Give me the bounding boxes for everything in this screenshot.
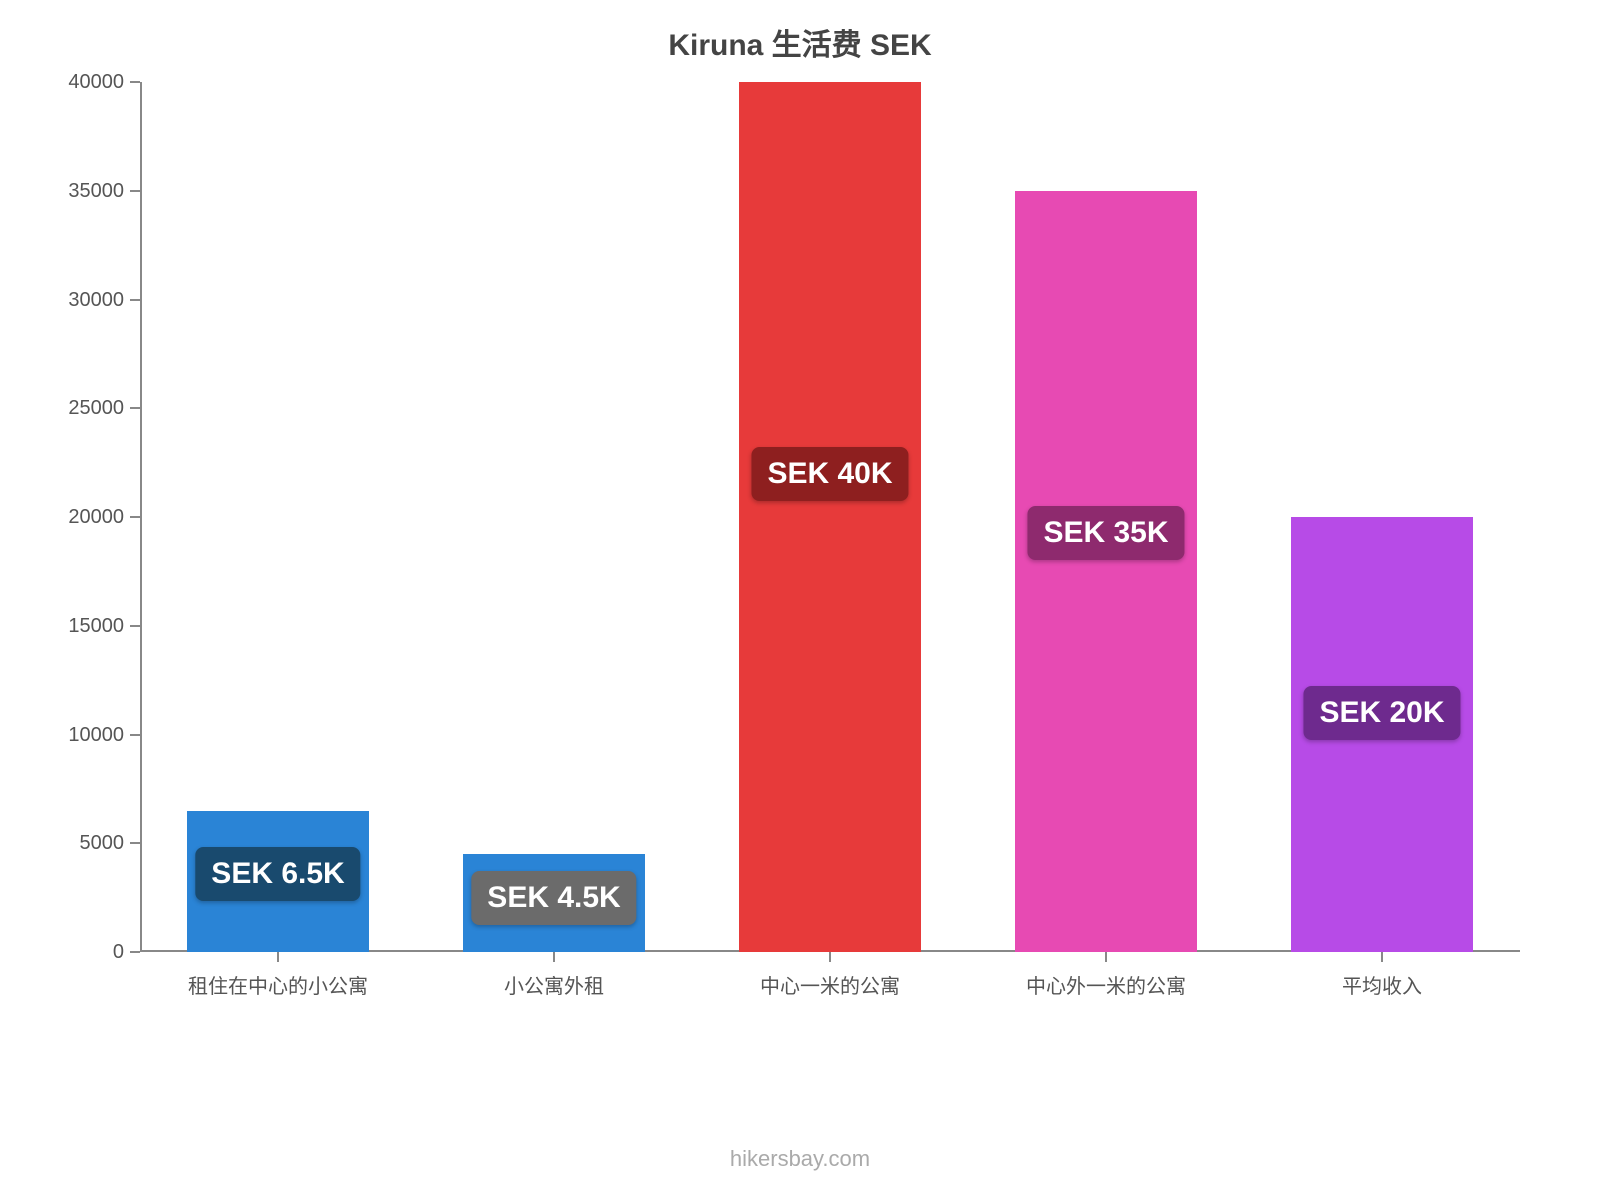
y-tick-mark: [130, 625, 140, 627]
y-tick-label: 0: [113, 941, 124, 964]
x-tick-mark: [1105, 952, 1107, 962]
y-tick-mark: [130, 190, 140, 192]
bars-layer: SEK 6.5K SEK 4.5K SEK 40K SEK 35K SEK 20K: [140, 82, 1520, 952]
bar-value-label: SEK 35K: [1027, 506, 1184, 560]
y-tick-label: 10000: [68, 724, 124, 747]
chart-title: Kiruna 生活费 SEK: [50, 20, 1550, 64]
y-tick: 40000: [128, 82, 140, 83]
bar-value-label: SEK 4.5K: [471, 871, 636, 925]
y-tick: 30000: [128, 300, 140, 301]
y-tick: 15000: [128, 626, 140, 627]
y-tick-mark: [130, 516, 140, 518]
y-tick: 20000: [128, 517, 140, 518]
x-tick-label: 中心外一米的公寓: [1026, 970, 1186, 999]
y-tick: 0: [128, 952, 140, 953]
x-tick-mark: [1381, 952, 1383, 962]
x-tick-label: 小公寓外租: [504, 970, 604, 999]
y-tick-label: 20000: [68, 506, 124, 529]
y-tick-label: 35000: [68, 180, 124, 203]
x-tick-mark: [277, 952, 279, 962]
bar: [1015, 191, 1197, 952]
y-tick-mark: [130, 734, 140, 736]
y-tick-mark: [130, 842, 140, 844]
y-tick: 5000: [128, 843, 140, 844]
y-tick-label: 25000: [68, 397, 124, 420]
y-tick-label: 5000: [80, 832, 125, 855]
bar-value-label: SEK 20K: [1303, 686, 1460, 740]
chart-container: Kiruna 生活费 SEK SEK 6.5KSEK 4.5KSEK 40KSE…: [50, 20, 1550, 1070]
y-tick: 35000: [128, 191, 140, 192]
y-tick: 10000: [128, 735, 140, 736]
bar-value-label: SEK 6.5K: [195, 847, 360, 901]
y-tick-label: 30000: [68, 289, 124, 312]
x-tick-label: 租住在中心的小公寓: [188, 970, 368, 999]
y-tick-mark: [130, 407, 140, 409]
y-tick: 25000: [128, 408, 140, 409]
y-tick-label: 15000: [68, 615, 124, 638]
y-tick-label: 40000: [68, 71, 124, 94]
y-tick-mark: [130, 299, 140, 301]
bar-value-label: SEK 40K: [751, 447, 908, 501]
y-tick-mark: [130, 81, 140, 83]
bar: [739, 82, 921, 952]
x-tick-label: 平均收入: [1342, 970, 1422, 999]
y-tick-mark: [130, 951, 140, 953]
footer-attribution: hikersbay.com: [0, 1146, 1600, 1172]
plot-area: SEK 6.5KSEK 4.5KSEK 40KSEK 35KSEK 20K 05…: [140, 82, 1520, 952]
x-tick-mark: [553, 952, 555, 962]
x-tick-mark: [829, 952, 831, 962]
x-tick-label: 中心一米的公寓: [760, 970, 900, 999]
